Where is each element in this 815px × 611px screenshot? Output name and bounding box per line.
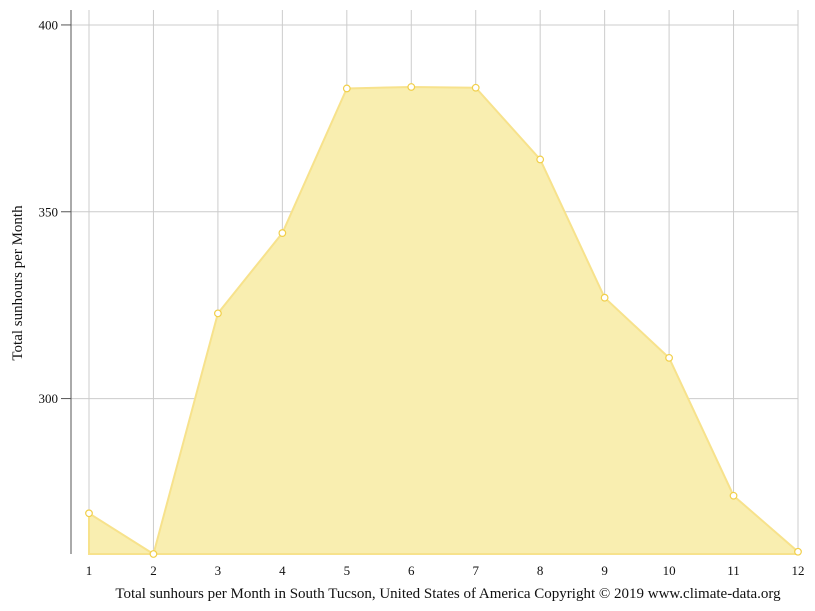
x-tick-label-4: 4 — [279, 563, 286, 578]
y-ticks: 300 350 400 — [39, 17, 71, 406]
data-point-1 — [85, 509, 93, 518]
data-point-2 — [149, 550, 158, 558]
data-point-4 — [278, 229, 287, 237]
x-tick-label-10: 10 — [663, 563, 676, 578]
data-point-7 — [471, 83, 480, 92]
data-point-9 — [600, 293, 609, 302]
x-tick-label-1: 1 — [86, 563, 93, 578]
y-axis-title: Total sunhours per Month — [10, 205, 26, 361]
data-point-5 — [342, 84, 351, 93]
x-tick-label-2: 2 — [150, 563, 157, 578]
y-tick-label-400: 400 — [39, 17, 59, 32]
y-tick-label-300: 300 — [39, 391, 59, 406]
y-tick-label-350: 350 — [39, 204, 59, 219]
data-point-3 — [214, 309, 222, 318]
series-area — [88, 85, 799, 556]
data-point-10 — [665, 353, 673, 362]
x-tick-label-5: 5 — [344, 563, 351, 578]
x-tick-label-12: 12 — [792, 563, 805, 578]
data-points — [85, 83, 802, 558]
x-tick-label-9: 9 — [601, 563, 608, 578]
x-tick-label-3: 3 — [215, 563, 222, 578]
data-point-8 — [536, 155, 545, 164]
data-point-12 — [794, 547, 802, 556]
x-tick-label-7: 7 — [472, 563, 479, 578]
x-ticks: 1 2 3 4 5 6 7 8 9 10 11 12 — [86, 563, 805, 578]
x-tick-label-11: 11 — [727, 563, 740, 578]
footer-caption: Total sunhours per Month in South Tucson… — [115, 586, 781, 602]
x-tick-label-6: 6 — [408, 563, 415, 578]
data-point-11 — [729, 491, 738, 500]
data-point-6 — [407, 83, 416, 91]
x-tick-label-8: 8 — [537, 563, 544, 578]
